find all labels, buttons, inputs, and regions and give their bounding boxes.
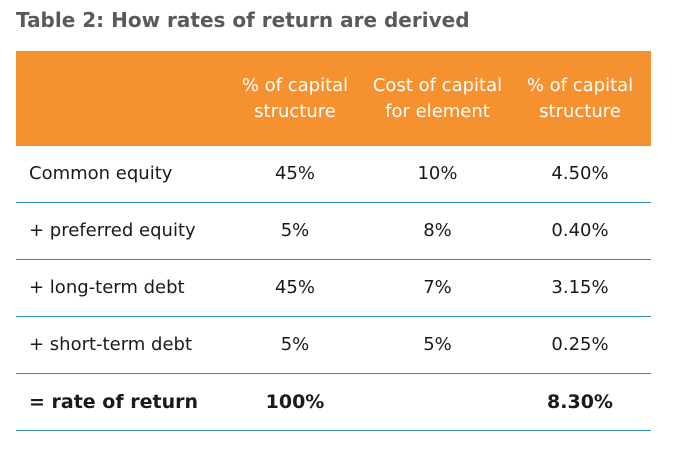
result-cell: 0.25% [551, 334, 609, 355]
result-cell: 8.30% [547, 390, 613, 413]
row-label: Common equity [29, 163, 173, 185]
cost-cell: 7% [423, 277, 452, 298]
result-cell: 3.15% [551, 277, 609, 298]
table-row-short-term-debt: + short-term debt 5% 5% 0.25% [16, 316, 651, 373]
row-label: = rate of return [29, 390, 199, 413]
row-label: + short-term debt [29, 334, 193, 355]
table-header-row: % of capital structure Cost of capital f… [16, 51, 651, 146]
result-cell: 4.50% [551, 163, 609, 185]
header-cost-of-capital: Cost of capital for element [372, 74, 503, 122]
pct-cell: 5% [280, 220, 310, 241]
cost-cell: 8% [423, 220, 452, 241]
cost-cell [366, 373, 509, 430]
row-label: + long-term debt [29, 277, 185, 298]
header-empty-cell [16, 51, 224, 146]
pct-cell: 45% [274, 277, 315, 298]
cost-cell: 5% [423, 334, 452, 355]
cost-cell: 10% [417, 163, 458, 185]
table-row-preferred-equity: + preferred equity 5% 8% 0.40% [16, 202, 651, 259]
rates-table: % of capital structure Cost of capital f… [16, 51, 651, 431]
table-row-common-equity: Common equity 45% 10% 4.50% [16, 146, 651, 202]
pct-cell: 100% [265, 390, 325, 413]
result-cell: 0.40% [551, 220, 609, 241]
header-pct-capital-structure: % of capital structure [241, 74, 349, 122]
pct-cell: 5% [280, 334, 310, 355]
table-row-long-term-debt: + long-term debt 45% 7% 3.15% [16, 259, 651, 316]
pct-cell: 45% [274, 163, 315, 185]
table-row-rate-of-return-total: = rate of return 100% 8.30% [16, 373, 651, 430]
header-weighted-pct: % of capital structure [526, 74, 634, 122]
table-title: Table 2: How rates of return are derived [16, 8, 470, 32]
row-label: + preferred equity [29, 220, 196, 241]
